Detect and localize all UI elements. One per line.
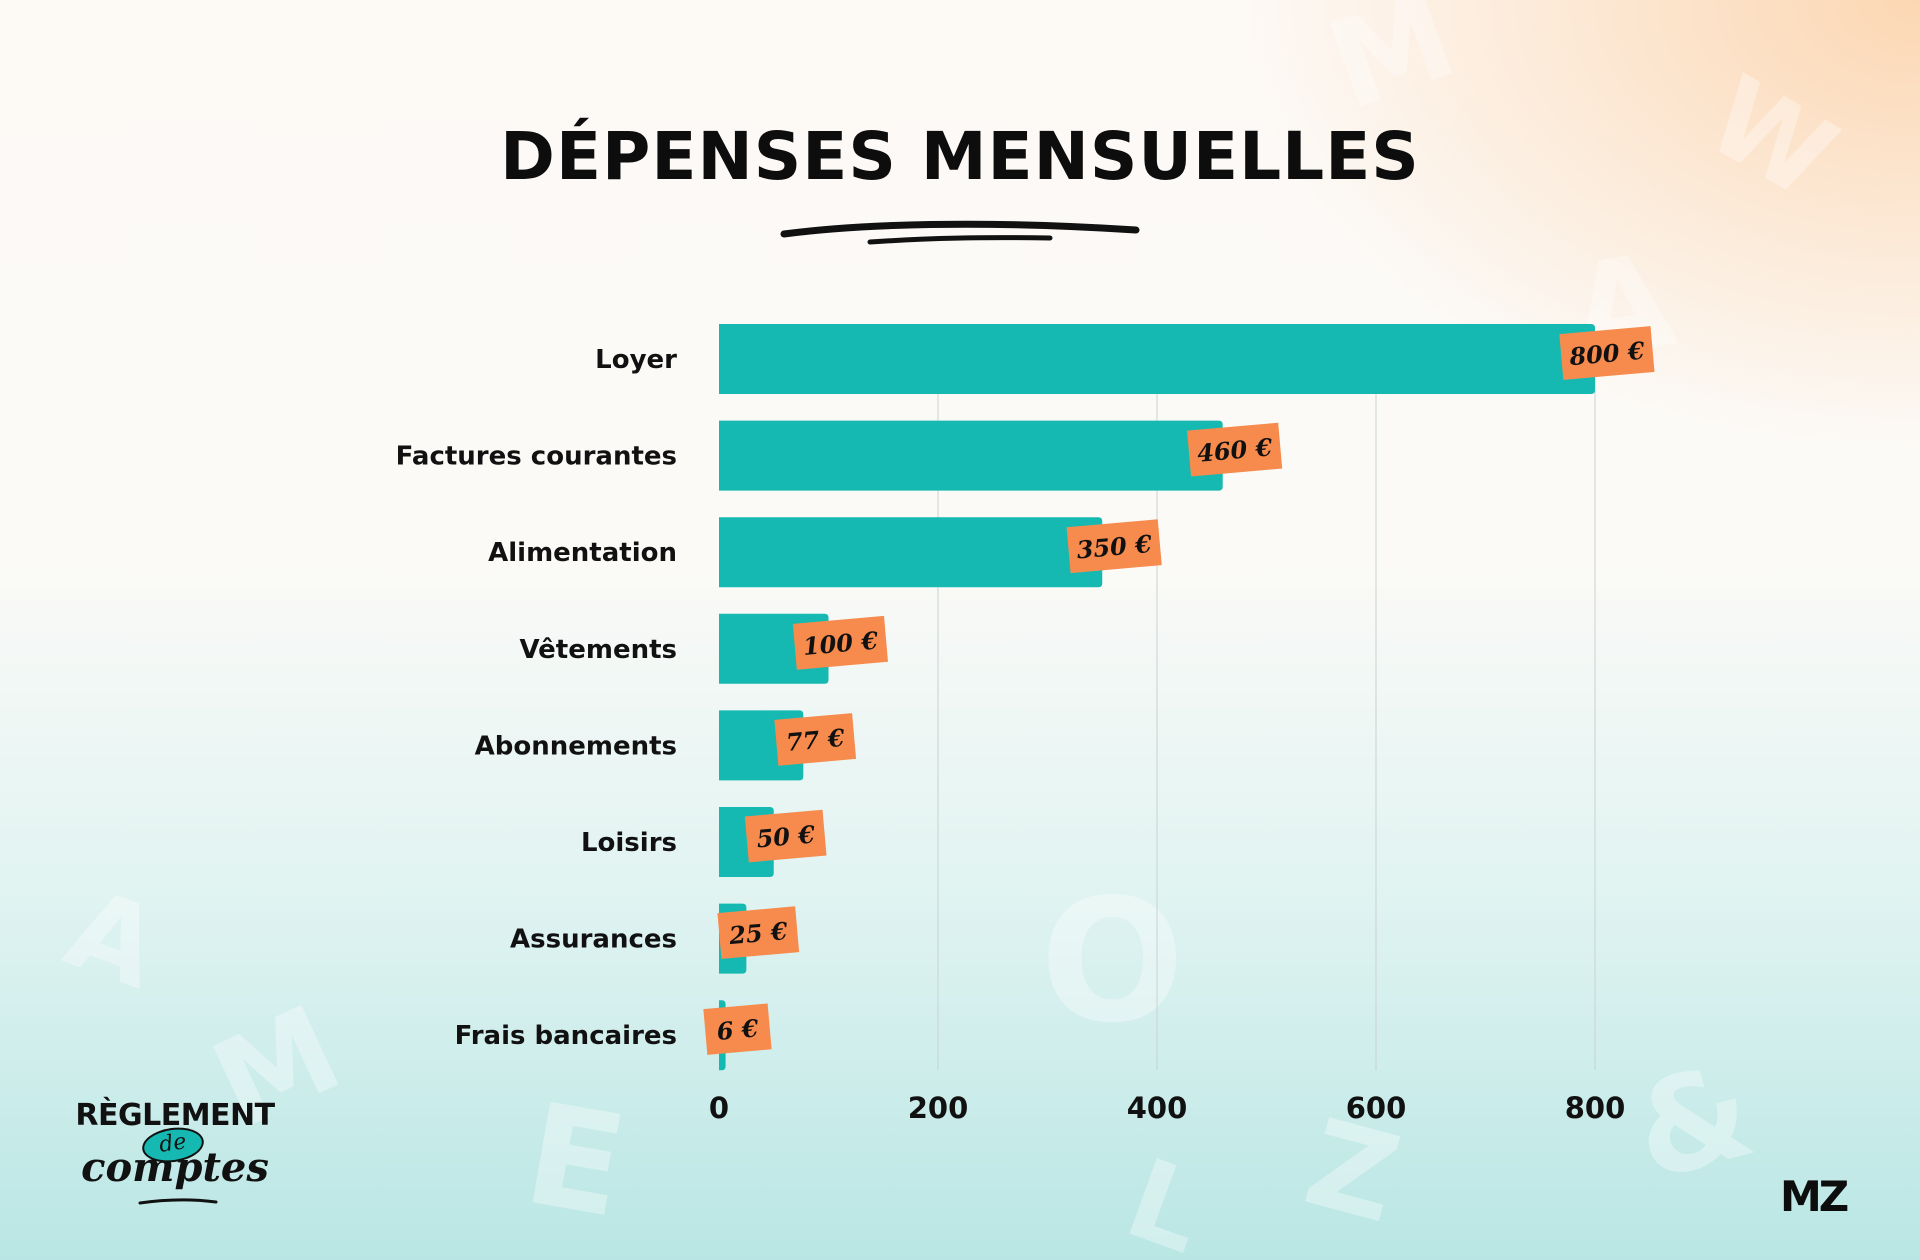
data-label-text: 350 € <box>1076 529 1154 564</box>
category-labels: Loyer Factures courantes Alimentation Vêtem… <box>396 345 677 1051</box>
x-tick-label: 800 <box>1565 1091 1626 1125</box>
data-label-tag <box>703 1003 772 1055</box>
x-tick-label: 400 <box>1127 1091 1188 1125</box>
data-label: 25 € <box>717 906 800 959</box>
data-label-text: 50 € <box>755 819 816 853</box>
data-label-tag <box>774 713 857 766</box>
data-label: 800 € <box>1559 326 1655 380</box>
category-label: Factures courantes <box>396 442 677 472</box>
logo-underline <box>138 1198 218 1205</box>
x-tick-label: 0 <box>709 1091 729 1125</box>
data-label: 350 € <box>1066 519 1162 574</box>
data-label: 460 € <box>1187 422 1283 477</box>
category-label: Loyer <box>595 345 677 375</box>
category-label: Frais bancaires <box>455 1021 677 1051</box>
data-label-text: 800 € <box>1567 336 1646 372</box>
bar <box>719 324 1595 394</box>
data-labels: 800 € 460 € 350 € 100 € 77 € 50 € 25 € 6 € <box>703 326 1655 1055</box>
title-underline <box>780 220 1140 245</box>
data-label-tag <box>1187 422 1283 477</box>
data-label-text: 25 € <box>727 916 789 950</box>
data-label: 100 € <box>792 615 888 670</box>
data-label-tag <box>1066 519 1162 574</box>
data-label: 50 € <box>744 809 827 863</box>
data-label-tag <box>717 906 800 959</box>
gridlines <box>937 360 1596 1070</box>
data-label-tag <box>1559 326 1655 380</box>
brand-logo: MZ <box>1780 1172 1849 1221</box>
chart-title: DÉPENSES MENSUELLES <box>500 118 1420 195</box>
category-label: Loisirs <box>581 828 677 858</box>
show-logo: RÈGLEMENT comptes de <box>50 1098 300 1208</box>
category-label: Assurances <box>510 925 677 955</box>
data-label-text: 460 € <box>1196 432 1274 467</box>
data-label-tag <box>744 809 827 863</box>
data-label: 6 € <box>703 1003 772 1055</box>
bar <box>719 517 1103 588</box>
data-label-text: 100 € <box>802 626 880 661</box>
bar <box>719 420 1223 491</box>
category-label: Abonnements <box>475 731 677 761</box>
x-tick-label: 600 <box>1346 1091 1407 1125</box>
data-label-text: 77 € <box>785 723 846 757</box>
data-label: 77 € <box>774 713 857 766</box>
data-label-tag <box>792 615 888 670</box>
data-label-text: 6 € <box>715 1013 759 1046</box>
x-axis-ticks: 0 200 400 600 800 <box>709 1091 1625 1125</box>
category-label: Alimentation <box>488 538 677 568</box>
category-label: Vêtements <box>519 635 677 665</box>
x-tick-label: 200 <box>908 1091 969 1125</box>
